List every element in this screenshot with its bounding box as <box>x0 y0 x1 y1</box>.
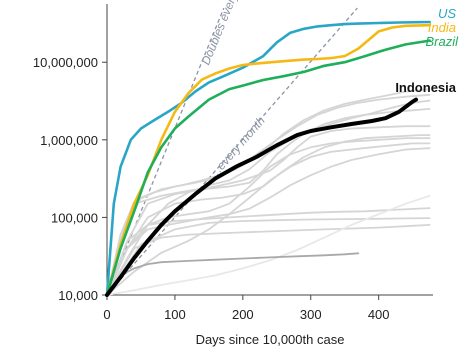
background-series <box>106 88 431 296</box>
series-brazil-line <box>105 39 431 297</box>
background-series-line <box>106 142 431 296</box>
highlighted-series <box>105 20 431 297</box>
background-series-line <box>106 93 431 296</box>
series-us-label: US <box>438 6 456 21</box>
x-tick-label: 200 <box>232 307 254 322</box>
series-brazil-label: Brazil <box>425 34 459 49</box>
guide-every-month-line <box>106 7 358 296</box>
x-axis-label: Days since 10,000th case <box>196 332 345 347</box>
y-tick-label: 10,000 <box>58 288 98 303</box>
background-series-line <box>106 137 431 296</box>
background-series-line <box>106 224 431 296</box>
guide-every-month-label: ...every month <box>207 113 268 180</box>
series-us-line <box>105 20 431 297</box>
series-indonesia-label: Indonesia <box>395 80 456 95</box>
y-tick-label: 1,000,000 <box>40 133 98 148</box>
y-tick-label: 10,000,000 <box>33 55 98 70</box>
series-india-label: India <box>428 20 456 35</box>
y-tick-label: 100,000 <box>51 210 98 225</box>
x-axis: 0 100 200 300 400 <box>103 294 433 322</box>
background-series-line <box>106 217 431 296</box>
y-axis: 10,000 100,000 1,000,000 10,000,000 <box>33 4 108 303</box>
background-series-line <box>106 194 431 296</box>
background-series-line <box>106 252 360 296</box>
background-series-line <box>106 108 431 296</box>
series-indonesia-line <box>105 97 418 297</box>
doubling-guides: Doubles every 2 weeks ...every month <box>106 0 358 296</box>
x-tick-label: 100 <box>164 307 186 322</box>
background-series-line <box>106 125 431 296</box>
x-tick-label: 400 <box>368 307 390 322</box>
x-tick-label: 300 <box>300 307 322 322</box>
guide-doubles-every-2-weeks-label: Doubles every 2 weeks <box>198 0 258 67</box>
guide-doubles-every-2-weeks-line <box>106 7 225 296</box>
x-tick-label: 0 <box>103 307 110 322</box>
